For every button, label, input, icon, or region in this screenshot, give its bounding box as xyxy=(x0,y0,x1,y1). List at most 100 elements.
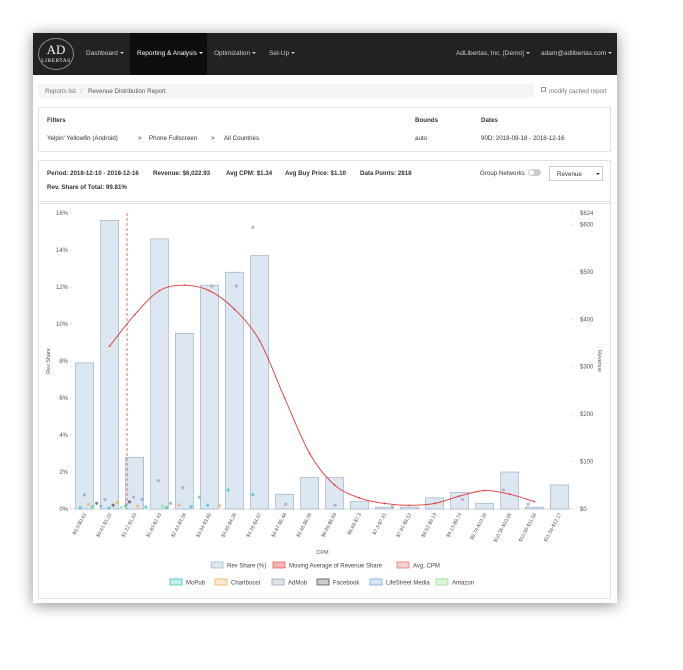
header: Filters xyxy=(47,117,66,124)
stat: Avg Buy Price: $1.10 xyxy=(285,170,346,177)
y2-axis-title: Revenue xyxy=(596,350,602,372)
x-tick-label: $7.91-$8.52 xyxy=(395,512,413,539)
nav-item[interactable]: Optimization xyxy=(214,50,257,57)
summary-panel xyxy=(38,160,611,202)
scatter-point xyxy=(210,284,214,288)
scatter-point xyxy=(181,486,185,490)
select-caret xyxy=(596,173,600,175)
logo-text: LIBERTAS xyxy=(41,58,71,64)
stat: Avg CPM: $1.34 xyxy=(226,170,273,177)
toggle[interactable] xyxy=(528,169,541,176)
y2-tick-label: $200 xyxy=(580,412,594,418)
breadcrumb-link[interactable]: Reports list xyxy=(45,88,76,95)
x-tick-label: $6.69-$7.3 xyxy=(347,512,364,536)
filter-app: Yelpin' Yellowfin (Android) xyxy=(47,135,118,142)
line-point xyxy=(383,502,386,505)
x-tick-label: $10.95-$11.56 xyxy=(518,512,538,543)
select[interactable]: Revenue xyxy=(549,166,603,181)
bar xyxy=(375,506,394,510)
y-tick-label: 6% xyxy=(59,396,68,402)
logo-ring xyxy=(38,38,74,70)
bar xyxy=(250,255,269,510)
y-axis-title: Rev Share xyxy=(46,348,52,374)
line-point xyxy=(508,493,511,496)
bar xyxy=(450,492,469,510)
account-menu[interactable]: AdLibertas, Inc. [Demo] xyxy=(456,50,530,57)
stat: Period: 2018-12-10 - 2018-12-16 xyxy=(47,170,139,177)
bar xyxy=(175,332,194,510)
stat: Rev. Share of Total: 99.81% xyxy=(47,184,127,191)
line-point xyxy=(258,339,261,342)
scatter-point xyxy=(189,505,193,509)
user-menu[interactable]: adam@adlibertas.com xyxy=(541,50,613,57)
x-tick-label: $2.43-$3.04 xyxy=(170,512,188,539)
x-tick-label: $10.35-$10.95 xyxy=(493,512,514,543)
nav-item[interactable]: Set-Up xyxy=(269,50,296,57)
logo: AD xyxy=(46,42,66,57)
chart-panel xyxy=(38,203,611,599)
y-tick-label: 2% xyxy=(59,470,68,476)
bar xyxy=(400,506,419,510)
scatter-point xyxy=(99,504,103,508)
nav-item[interactable]: Reporting & Analysis xyxy=(137,50,203,57)
account: AdLibertas, Inc. [Demo] xyxy=(456,50,524,57)
bar xyxy=(275,493,294,510)
scatter-point xyxy=(86,502,91,506)
header: Bounds xyxy=(415,117,439,124)
x-tick-label: $11.56-$12.17 xyxy=(543,512,563,543)
scatter-point xyxy=(251,225,255,229)
legend-label: Facebook xyxy=(333,581,360,587)
breadcrumb-current: Revenue Distribution Report xyxy=(88,88,166,95)
line-point xyxy=(458,495,461,497)
line-point xyxy=(533,500,536,503)
header: Dates xyxy=(481,117,498,124)
y-tick-label: 0% xyxy=(59,507,68,513)
nav-item[interactable]: Dashboard xyxy=(86,50,124,57)
legend-label: Rev Share (%) xyxy=(227,564,266,570)
y-tick-label: 14% xyxy=(56,248,69,254)
filter-country: All Countries xyxy=(224,135,260,142)
scatter-point xyxy=(156,478,160,483)
breadcrumb xyxy=(38,84,534,98)
scatter-point xyxy=(103,497,107,502)
scatter-point xyxy=(140,497,144,502)
legend-swatch xyxy=(214,578,228,586)
bar xyxy=(500,471,519,510)
y2-tick-label: $624 xyxy=(580,211,594,217)
bar xyxy=(300,477,319,510)
line-point xyxy=(183,284,186,287)
breadcrumb-separator: / xyxy=(80,88,82,95)
scatter-point xyxy=(501,488,505,492)
scatter-point xyxy=(78,505,82,510)
x-tick-label: $4.87-$5.48 xyxy=(271,512,289,539)
scatter-point xyxy=(111,503,115,507)
scatter-point xyxy=(90,505,95,509)
nav-label: Optimization xyxy=(214,50,251,57)
scatter-point xyxy=(218,504,222,508)
scatter-point xyxy=(390,505,395,509)
filter-separator: > xyxy=(138,135,142,142)
line-point xyxy=(333,484,336,486)
active-tab xyxy=(130,33,207,75)
y-tick-label: 10% xyxy=(56,322,69,328)
line-point xyxy=(433,502,436,505)
bar xyxy=(100,220,119,510)
scatter-point xyxy=(136,504,140,508)
stat: Data Points: 2818 xyxy=(360,170,412,177)
y2-tick-label: $500 xyxy=(580,270,594,276)
edit-icon xyxy=(541,87,546,92)
legend-swatch xyxy=(369,578,383,586)
scatter-point xyxy=(144,505,148,509)
x-tick-label: $1.83-$2.43 xyxy=(145,512,163,539)
scatter-point xyxy=(127,500,132,504)
scatter-point xyxy=(95,501,99,505)
x-axis-title: CPM xyxy=(316,550,329,556)
bar xyxy=(475,503,495,510)
user: adam@adlibertas.com xyxy=(541,50,607,57)
legend-label: MoPub xyxy=(186,581,206,587)
legend-swatch xyxy=(271,578,285,586)
modify-link[interactable]: modify cached report xyxy=(549,88,607,95)
legend-label: Chartboost xyxy=(231,581,261,587)
line-point xyxy=(108,345,111,348)
